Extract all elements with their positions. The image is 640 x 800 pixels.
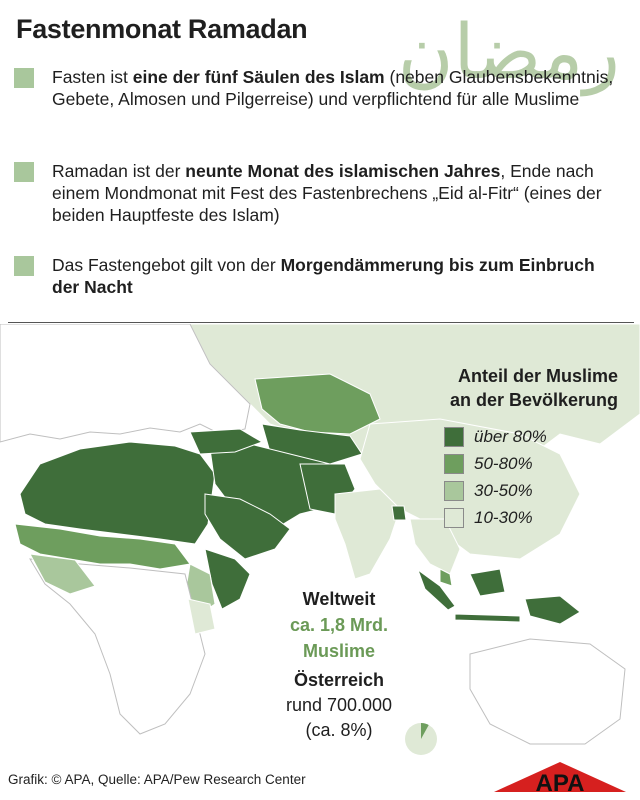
bullet-square [14, 162, 34, 182]
pie-slice-muslim-share [421, 723, 429, 739]
legend-swatch [444, 427, 464, 447]
bullet-fasting-hours: Das Fastengebot gilt von der Morgendämme… [14, 254, 626, 298]
svg-text:رمضان: رمضان [398, 7, 620, 97]
region-kazakhstan [254, 373, 381, 435]
bullet-five-pillars: Fasten ist eine der fünf Säulen des Isla… [14, 66, 626, 110]
legend-item-over-80: über 80% [444, 426, 547, 448]
region-indonesia-sumatra [416, 568, 456, 611]
legend-swatch [444, 454, 464, 474]
section-divider [8, 322, 634, 323]
arabic-ramadan-calligraphy: رمضان [398, 7, 620, 97]
austria-stat: Österreich rund 700.000 (ca. 8%) [285, 670, 393, 740]
region-india [334, 488, 401, 580]
region-turkey [189, 428, 264, 455]
bullet-ninth-month: Ramadan ist der neunte Monat des islamis… [14, 160, 626, 226]
footer-credit: Grafik: © APA, Quelle: APA/Pew Research … [8, 772, 306, 787]
apa-logo: APA [494, 762, 626, 794]
region-tanzania [187, 598, 216, 635]
region-europe [0, 324, 251, 443]
region-central-africa [29, 558, 206, 735]
legend-title: Anteil der Muslime an der Bevölkerung [449, 366, 618, 410]
region-bangladesh [391, 505, 407, 521]
bullet-square [14, 68, 34, 88]
bullet-square [14, 256, 34, 276]
austria-share-pie [405, 723, 437, 755]
region-indonesia-east [524, 595, 581, 625]
legend-item-50-80: 50-80% [444, 453, 547, 475]
region-north-africa [19, 441, 216, 545]
region-arabia [204, 493, 291, 560]
legend-item-10-30: 10-30% [444, 507, 547, 529]
region-indonesia-java [454, 613, 521, 623]
region-west-africa-light [29, 553, 96, 595]
legend-item-30-50: 30-50% [444, 480, 547, 502]
region-sahel [14, 523, 191, 570]
legend: über 80% 50-80% 30-50% 10-30% [444, 426, 547, 534]
legend-swatch [444, 481, 464, 501]
world-map [0, 324, 640, 764]
region-china [359, 418, 581, 560]
region-indonesia-borneo [469, 568, 506, 597]
legend-swatch [444, 508, 464, 528]
region-australia [469, 638, 626, 745]
page-title: Fastenmonat Ramadan [16, 14, 308, 44]
region-malaysia [439, 568, 453, 587]
apa-logo-triangle [494, 762, 626, 792]
svg-text:APA: APA [536, 770, 585, 794]
worldwide-stat: Weltweit ca. 1,8 Mrd. Muslime [289, 589, 389, 661]
